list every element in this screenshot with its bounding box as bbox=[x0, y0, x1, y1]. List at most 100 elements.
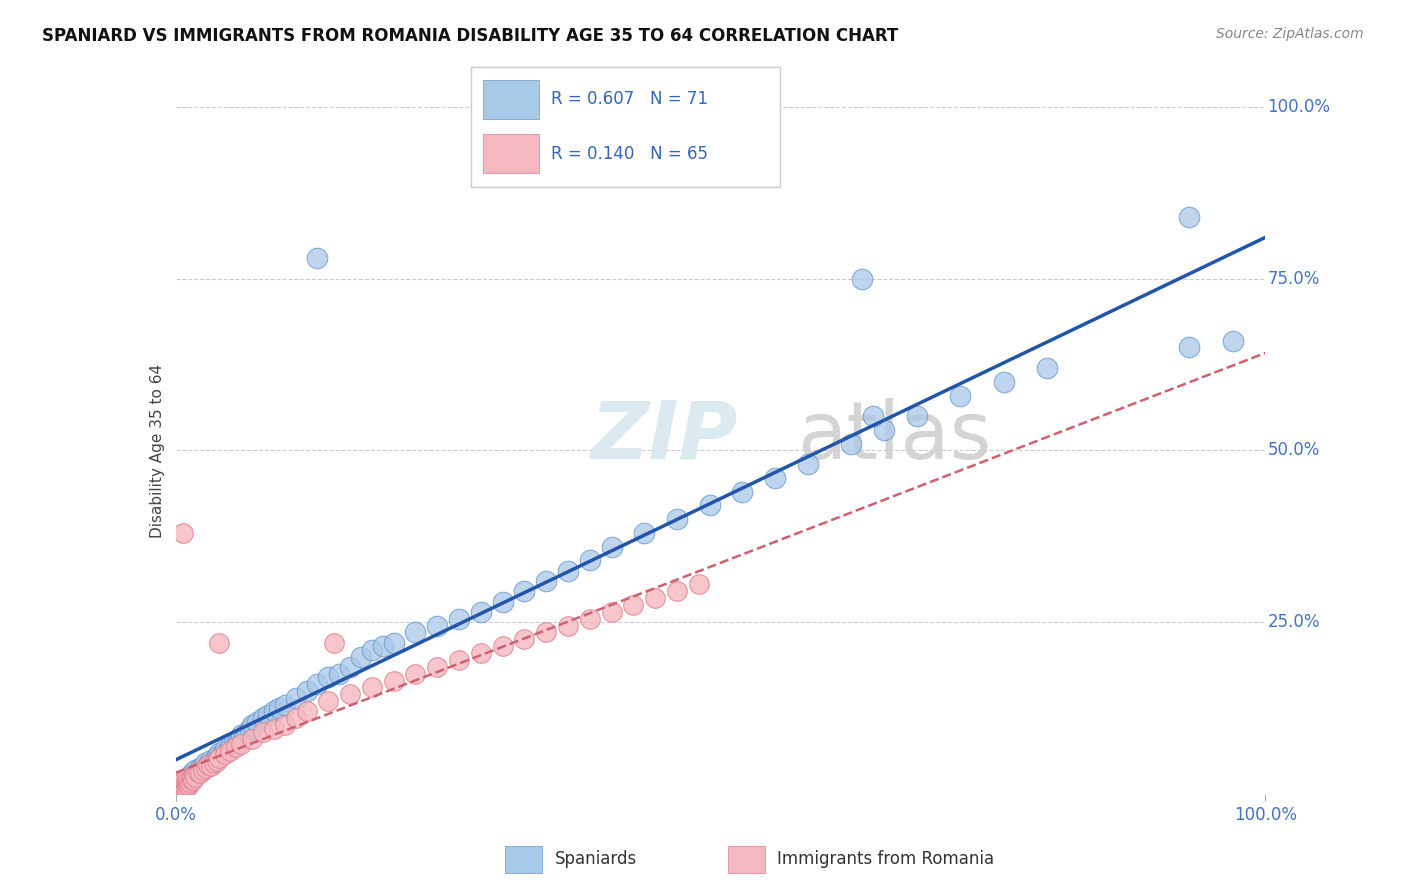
Point bbox=[172, 525, 194, 540]
Point bbox=[382, 636, 405, 650]
Text: SPANIARD VS IMMIGRANTS FROM ROMANIA DISABILITY AGE 35 TO 64 CORRELATION CHART: SPANIARD VS IMMIGRANTS FROM ROMANIA DISA… bbox=[42, 27, 898, 45]
Point bbox=[183, 767, 205, 781]
Point bbox=[174, 780, 197, 795]
Point bbox=[274, 718, 297, 732]
Point bbox=[600, 540, 623, 554]
Point bbox=[284, 690, 307, 705]
Point bbox=[167, 780, 190, 794]
Point bbox=[177, 780, 200, 794]
Point bbox=[1036, 361, 1059, 376]
Point bbox=[269, 701, 291, 715]
Text: 75.0%: 75.0% bbox=[1268, 269, 1320, 288]
Point bbox=[231, 729, 253, 743]
Point bbox=[873, 423, 896, 437]
Point bbox=[447, 653, 470, 667]
Point bbox=[252, 725, 274, 739]
Point bbox=[167, 779, 190, 793]
Point bbox=[167, 781, 190, 796]
Point bbox=[295, 683, 318, 698]
Point bbox=[205, 754, 228, 768]
Point bbox=[1178, 340, 1201, 354]
Point bbox=[217, 744, 239, 758]
Text: Immigrants from Romania: Immigrants from Romania bbox=[778, 849, 994, 868]
Point bbox=[666, 584, 689, 599]
Point bbox=[167, 782, 190, 797]
Text: 100.0%: 100.0% bbox=[1268, 98, 1330, 116]
Point bbox=[167, 780, 190, 794]
Point bbox=[195, 761, 218, 775]
Point bbox=[208, 751, 231, 765]
Point bbox=[180, 772, 202, 786]
Point bbox=[176, 777, 198, 791]
Point bbox=[172, 776, 194, 790]
Point bbox=[176, 772, 198, 786]
Point bbox=[405, 625, 427, 640]
Point bbox=[219, 744, 242, 758]
Point bbox=[184, 763, 207, 777]
Text: 50.0%: 50.0% bbox=[1268, 442, 1320, 459]
Point bbox=[170, 782, 193, 797]
Bar bbox=[728, 847, 765, 873]
Point bbox=[405, 666, 427, 681]
Point bbox=[174, 773, 197, 788]
Point bbox=[274, 698, 297, 712]
Point bbox=[169, 780, 191, 795]
Point bbox=[184, 771, 207, 785]
Point bbox=[905, 409, 928, 423]
Point bbox=[513, 584, 536, 599]
Point bbox=[170, 778, 193, 792]
Point bbox=[295, 705, 318, 719]
Point bbox=[949, 388, 972, 402]
Point bbox=[666, 512, 689, 526]
Point bbox=[186, 764, 209, 779]
Point bbox=[318, 670, 340, 684]
Bar bbox=[484, 135, 538, 173]
Point bbox=[240, 731, 263, 746]
Point bbox=[173, 773, 195, 788]
Point bbox=[176, 774, 198, 789]
Point bbox=[177, 776, 200, 790]
Point bbox=[644, 591, 666, 606]
Point bbox=[284, 711, 307, 725]
Point bbox=[470, 605, 492, 619]
Point bbox=[993, 375, 1015, 389]
Point bbox=[263, 722, 285, 736]
Point bbox=[205, 749, 228, 764]
Point bbox=[307, 677, 329, 691]
Point bbox=[191, 759, 214, 773]
Point bbox=[307, 251, 329, 265]
Point bbox=[225, 738, 247, 752]
Point bbox=[318, 694, 340, 708]
Point bbox=[183, 767, 205, 781]
Point bbox=[328, 666, 350, 681]
Point bbox=[179, 774, 201, 789]
Point bbox=[339, 687, 361, 701]
Point bbox=[186, 764, 209, 779]
Point bbox=[513, 632, 536, 647]
Point bbox=[1222, 334, 1244, 348]
Point bbox=[252, 711, 274, 725]
Point bbox=[263, 705, 285, 719]
Point bbox=[179, 772, 201, 786]
Point bbox=[557, 564, 579, 578]
Point bbox=[534, 625, 557, 640]
Point bbox=[181, 770, 204, 784]
Point bbox=[177, 773, 200, 788]
Point bbox=[371, 639, 394, 653]
Point bbox=[699, 499, 721, 513]
Point bbox=[851, 271, 873, 285]
Point bbox=[191, 763, 214, 777]
Point bbox=[731, 484, 754, 499]
Point bbox=[470, 646, 492, 660]
Point bbox=[447, 612, 470, 626]
Text: atlas: atlas bbox=[797, 398, 991, 475]
Point bbox=[633, 525, 655, 540]
Point bbox=[339, 660, 361, 674]
Point bbox=[181, 773, 204, 788]
Point bbox=[170, 776, 193, 790]
Point bbox=[360, 642, 382, 657]
Point bbox=[208, 636, 231, 650]
Point bbox=[426, 618, 449, 632]
Point bbox=[796, 457, 818, 471]
Point bbox=[350, 649, 373, 664]
